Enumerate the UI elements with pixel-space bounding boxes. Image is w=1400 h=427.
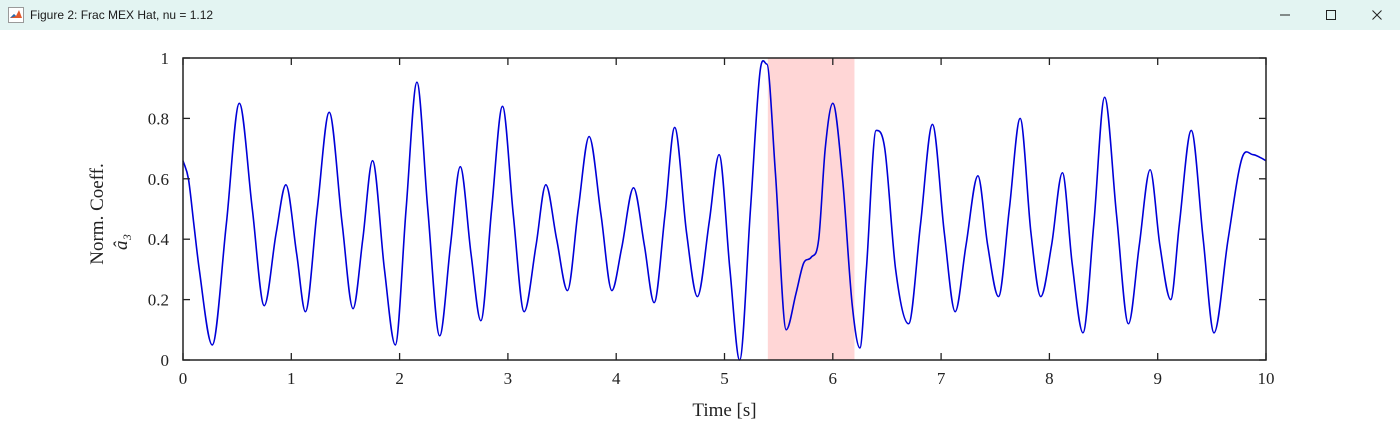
y-tick-label: 0.6: [148, 170, 169, 189]
window-titlebar: Figure 2: Frac MEX Hat, nu = 1.12: [0, 0, 1400, 30]
x-tick-label: 8: [1045, 369, 1054, 388]
minimize-button[interactable]: [1262, 0, 1308, 30]
x-tick-label: 4: [612, 369, 621, 388]
y-tick-label: 0.4: [148, 230, 170, 249]
x-tick-label: 2: [395, 369, 404, 388]
close-button[interactable]: [1354, 0, 1400, 30]
x-tick-label: 1: [287, 369, 296, 388]
close-icon: [1372, 10, 1382, 20]
x-tick-label: 0: [179, 369, 188, 388]
x-tick-label: 7: [937, 369, 946, 388]
y-axis-label: Norm. Coeff.: [87, 163, 108, 265]
line-chart: 0 1 2 3 4 5 6 7 8 9 10 0 0.2 0.4 0.6 0.8 1 Time [s] Norm…: [87, 49, 1275, 421]
series-layer: [182, 60, 1267, 361]
axis-ticks: 0 1 2 3 4 5 6 7 8 9 10 0 0.2 0.4 0.6 0.8 1: [148, 49, 1275, 388]
figure-canvas: 0 1 2 3 4 5 6 7 8 9 10 0 0.2 0.4 0.6 0.8 1 Time [s] Norm…: [0, 30, 1400, 422]
y-tick-label: 0.2: [148, 291, 169, 310]
x-tick-label: 9: [1153, 369, 1162, 388]
y-tick-label: 0.8: [148, 109, 169, 128]
matlab-icon: [8, 7, 24, 23]
x-tick-label: 6: [829, 369, 838, 388]
x-tick-label: 3: [504, 369, 513, 388]
maximize-button[interactable]: [1308, 0, 1354, 30]
x-tick-label: 10: [1258, 369, 1275, 388]
window-controls: [1262, 0, 1400, 30]
x-axis-label: Time [s]: [692, 400, 756, 421]
series-line-0: [182, 60, 1267, 361]
window-title: Figure 2: Frac MEX Hat, nu = 1.12: [30, 8, 214, 22]
minimize-icon: [1280, 14, 1290, 16]
highlight-region: [767, 58, 855, 360]
y-axis-symbol: â₃: [111, 234, 132, 250]
x-tick-label: 5: [720, 369, 729, 388]
maximize-icon: [1326, 10, 1336, 20]
y-tick-label: 1: [161, 49, 170, 68]
y-tick-label: 0: [161, 351, 170, 370]
